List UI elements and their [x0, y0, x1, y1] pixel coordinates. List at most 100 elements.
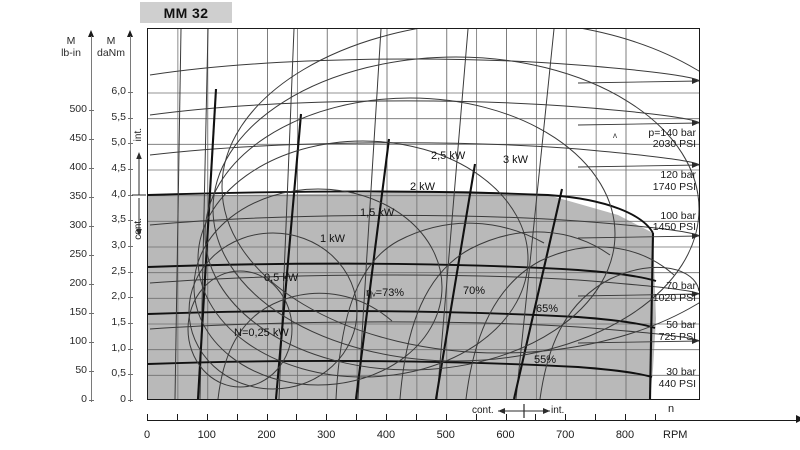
tick-mark-lbin: [89, 400, 94, 401]
power-label-2-5kw: 2,5 kW: [431, 150, 466, 162]
axis-symbol-danm: M: [106, 35, 116, 47]
pressure-caret-icon: ʌ: [613, 130, 617, 140]
tick-label-danm: 0,5: [111, 367, 126, 380]
pressure-label-psi: 1020 PSI: [652, 291, 696, 304]
pressure-label-psi: 440 PSI: [658, 377, 696, 390]
tick-label-rpm: 800: [615, 429, 635, 441]
power-label-0-5kw: 0,5 kW: [264, 272, 299, 284]
tick-label-rpm: 0: [143, 429, 151, 441]
tick-label-danm: 5,5: [111, 110, 126, 123]
legend-cont-label: cont.: [472, 405, 494, 416]
pressure-label: 120 bar 1740 PSI: [620, 170, 696, 193]
tick-label-danm: 4,5: [111, 162, 126, 174]
pressure-label: p=140 bar 2030 PSI: [620, 126, 696, 151]
axis-arrow-lbin-icon: [88, 30, 94, 37]
axis-line-rpm: [147, 420, 800, 422]
tick-label-rpm: 400: [376, 429, 396, 441]
tick-mark-danm: [128, 194, 133, 196]
tick-mark-danm: [128, 92, 133, 93]
tick-label-danm: 3,0: [111, 239, 126, 251]
pressure-curves-bold: [148, 190, 657, 378]
tick-mark-rpm: [654, 414, 656, 420]
axis-symbol-rpm: n: [668, 403, 675, 415]
pressure-leader-lines: [577, 80, 699, 344]
pressure-label: 50 bar 725 PSI: [620, 320, 696, 343]
efficiency-label-55: 55%: [534, 354, 557, 366]
pressure-label-psi: 725 PSI: [658, 330, 696, 343]
tick-label-lbin: 100: [69, 334, 87, 347]
efficiency-label-70: 70%: [463, 285, 486, 297]
pressure-label-bar: 70 bar: [666, 280, 696, 293]
tick-mark-lbin: [89, 370, 94, 372]
duty-range-arrows-icon: [132, 152, 146, 236]
power-label-1kw: 1 kW: [320, 233, 346, 245]
tick-mark-rpm: [565, 414, 567, 420]
tick-label-lbin: 150: [69, 305, 87, 318]
power-label-3kw: 3 kW: [503, 154, 529, 166]
pressure-label-bar: 50 bar: [666, 319, 696, 332]
axis-symbol-lbin: M: [66, 35, 76, 47]
tick-mark-rpm: [147, 414, 148, 420]
tick-mark-lbin: [89, 225, 94, 227]
model-badge: MM 32: [140, 2, 232, 23]
tick-label-danm: 2,5: [111, 264, 126, 277]
tick-mark-rpm: [386, 414, 387, 420]
pressure-label-bar: 100 bar: [660, 209, 696, 222]
tick-label-rpm: 600: [496, 429, 515, 441]
tick-mark-danm: [128, 400, 133, 401]
tick-label-rpm: 500: [436, 429, 455, 441]
pressure-arrowheads-icon: [692, 78, 699, 344]
tick-label-rpm: 100: [197, 429, 216, 441]
tick-mark-rpm: [236, 414, 238, 420]
axis-unit-rpm: RPM: [663, 429, 688, 441]
plot-area: 3 kW 2,5 kW 2 kW 1,5 kW 1 kW 0,5 kW N=0,…: [147, 28, 700, 400]
tick-mark-danm: [128, 169, 133, 170]
pressure-label: 70 bar 1020 PSI: [620, 281, 696, 304]
tick-mark-rpm: [445, 414, 447, 420]
pressure-label-bar: p=140 bar: [648, 126, 696, 139]
efficiency-curves: [217, 222, 699, 399]
tick-mark-lbin: [89, 283, 94, 285]
tick-label-lbin: 0: [81, 393, 87, 405]
tick-label-danm: 0: [120, 393, 126, 405]
tick-mark-danm: [128, 374, 133, 376]
tick-mark-rpm: [206, 414, 208, 420]
tick-label-lbin: 350: [69, 189, 87, 202]
tick-mark-danm: [128, 297, 133, 299]
tick-label-danm: 1,0: [111, 341, 126, 354]
tick-label-lbin: 400: [69, 160, 87, 173]
power-curves: [187, 29, 699, 390]
tick-mark-lbin: [89, 138, 94, 140]
tick-mark-rpm: [266, 414, 268, 420]
pressure-label-psi: 1740 PSI: [652, 180, 696, 193]
tick-label-rpm: 200: [257, 429, 276, 441]
performance-curves: [148, 29, 699, 399]
axis-title-lbin: M lb-in: [55, 35, 87, 59]
pressure-label-psi: 2030 PSI: [652, 138, 696, 151]
tick-label-lbin: 250: [69, 247, 87, 260]
efficiency-label-73: ηᵥ=73%: [366, 287, 405, 299]
axis-title-danm: M daNm: [94, 35, 128, 59]
tick-label-rpm: 300: [317, 429, 336, 441]
power-label-2kw: 2 kW: [410, 181, 436, 193]
tick-mark-danm: [128, 348, 133, 350]
continuous-duty-region: [148, 191, 656, 399]
tick-mark-danm: [128, 246, 133, 247]
tick-mark-rpm: [625, 414, 626, 420]
tick-label-danm: 3,5: [111, 213, 126, 226]
tick-mark-rpm: [535, 414, 537, 420]
axis-unit-lbin: lb-in: [61, 46, 81, 59]
tick-label-lbin: 50: [75, 363, 87, 376]
pressure-label-bar: 120 bar: [660, 169, 696, 182]
tick-label-danm: 2,0: [111, 290, 126, 303]
tick-mark-danm: [128, 220, 133, 222]
flow-lines: [174, 29, 555, 399]
pressure-label: 100 bar 1450 PSI: [620, 209, 696, 234]
tick-label-danm: 1,5: [111, 316, 126, 328]
tick-label-lbin: 450: [69, 131, 87, 144]
tick-label-lbin: 300: [69, 218, 87, 231]
tick-mark-rpm: [505, 414, 507, 420]
pressure-label-psi: 1450 PSI: [652, 221, 696, 234]
tick-mark-lbin: [89, 341, 94, 343]
tick-mark-rpm: [415, 414, 417, 420]
